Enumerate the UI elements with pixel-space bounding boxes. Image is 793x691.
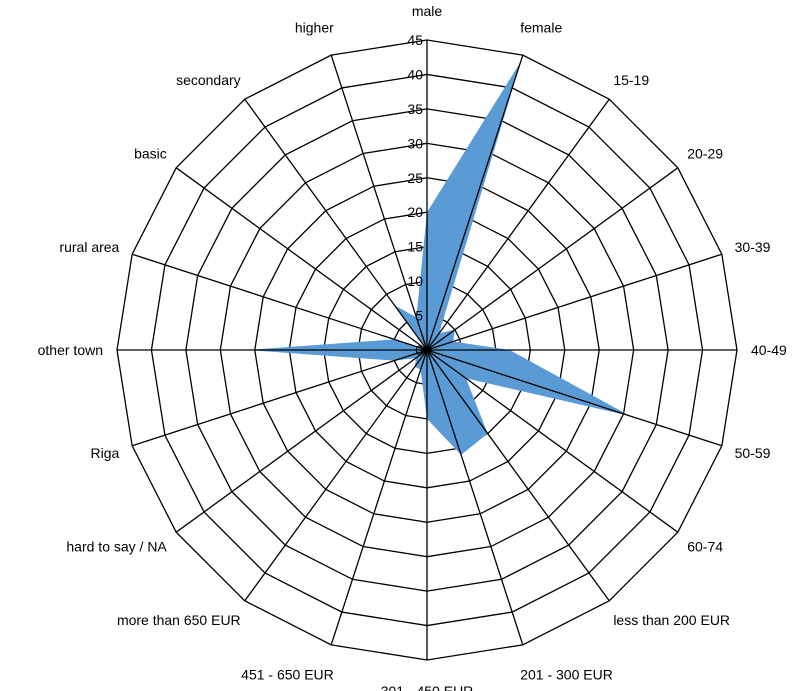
tick-label-0: 0 [415,342,423,358]
tick-label-15: 15 [407,239,423,255]
category-label-female: female [520,19,562,35]
tick-label-30: 30 [407,135,423,151]
tick-label-25: 25 [407,170,423,186]
spoke-451-650-eur [330,349,428,646]
category-label-rural-area: rural area [59,239,119,255]
tick-label-40: 40 [407,66,423,82]
spoke-more-than-650-eur [244,349,428,602]
category-label-hard-to-say-na: hard to say / NA [66,538,167,554]
spoke-60-74 [426,349,679,533]
series-layer [247,61,631,455]
spoke-layer [117,40,737,660]
category-label-layer: male female 15-19 20-29 30-39 40-49 50-59 60-74… [38,3,787,691]
category-label-other-town: other town [38,342,103,358]
category-label-15-19: 15-19 [613,72,649,88]
tick-label-20: 20 [407,204,423,220]
spoke-rural-area [131,253,428,351]
series-area-0 [247,61,631,455]
spoke-secondary [244,98,428,351]
category-label-higher: higher [295,19,334,35]
tick-label-45: 45 [407,32,423,48]
category-label-40-49: 40-49 [751,342,787,358]
spoke-riga [131,349,428,447]
category-label-riga: Riga [91,445,120,461]
tick-label-10: 10 [407,273,423,289]
category-label-301-450-eur: 301 - 450 EUR [381,683,474,691]
spoke-less-than-200-eur [426,349,610,602]
category-label-secondary: secondary [176,72,241,88]
category-label-20-29: 20-29 [687,146,723,162]
spoke-higher [330,54,428,351]
spoke-50-59 [426,349,723,447]
category-label-451-650-eur: 451 - 650 EUR [241,667,334,683]
spoke-15-19 [426,98,610,351]
category-label-basic: basic [134,146,167,162]
category-label-male: male [412,3,443,19]
spoke-30-39 [426,253,723,351]
spoke-female [426,54,524,351]
spoke-basic [175,167,428,351]
category-label-30-39: 30-39 [735,239,771,255]
category-label-50-59: 50-59 [735,445,771,461]
spoke-20-29 [426,167,679,351]
tick-label-35: 35 [407,101,423,117]
tick-layer: 0 5 10 15 20 25 30 35 40 45 [407,32,423,358]
category-label-less-than-200-eur: less than 200 EUR [613,612,730,628]
center-marker [423,346,431,354]
spoke-hard-to-say-na [175,349,428,533]
category-label-201-300-eur: 201 - 300 EUR [520,667,613,683]
category-label-60-74: 60-74 [687,538,723,554]
tick-label-5: 5 [415,308,423,324]
spoke-201-300-eur [426,349,524,646]
category-label-more-than-650-eur: more than 650 EUR [117,612,241,628]
